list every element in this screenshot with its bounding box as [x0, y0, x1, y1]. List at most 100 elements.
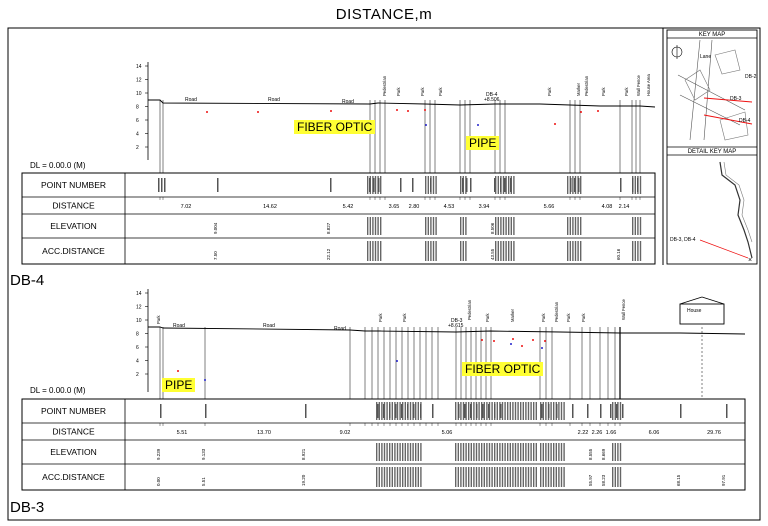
db4-table-frame	[21, 172, 656, 265]
db4-dense-value	[502, 176, 505, 194]
db4-dense-value	[510, 241, 512, 261]
db4-profile-label: Pedestrian	[382, 75, 387, 96]
db3-survey-point-blue	[396, 360, 398, 362]
db3-point-number	[401, 404, 403, 418]
db3-dense-value	[555, 443, 557, 461]
db3-point-number	[395, 404, 397, 418]
db4-dense-value	[639, 176, 642, 194]
db4-dense-value	[497, 217, 499, 235]
db3-dense-value	[465, 443, 467, 461]
db3-dense-value	[563, 467, 565, 487]
db3-dense-value	[563, 443, 565, 461]
db4-dense-value	[639, 241, 642, 261]
db4-fiber-optic-label: FIBER OPTIC	[294, 120, 376, 134]
db4-distance-value: 5.42	[343, 204, 354, 210]
db3-elevation-value: 8.555	[588, 448, 593, 460]
db3-point-number	[726, 404, 728, 418]
db4-dense-value	[500, 241, 502, 261]
db3-dense-value	[617, 467, 619, 487]
db3-point-number	[470, 404, 472, 418]
key-map-db2-label: DB-2	[745, 74, 757, 80]
db3-section-label: DB-3	[10, 499, 45, 516]
db4-point-number	[470, 178, 472, 192]
db3-profile-label: Park	[378, 312, 383, 322]
db4-dense-value	[574, 241, 577, 261]
db3-dense-value	[412, 467, 414, 487]
db3-dense-value	[520, 467, 522, 487]
db3-distance-value: 6.06	[649, 430, 660, 436]
db4-dense-value	[380, 217, 382, 235]
db3-dense-value	[391, 443, 393, 461]
db3-dense-value	[407, 443, 409, 461]
db3-dense-value	[381, 443, 383, 461]
db3-point-number	[500, 404, 502, 418]
db3-dense-value	[391, 467, 393, 487]
db3-dense-value	[378, 402, 380, 420]
db3-dense-value	[527, 467, 530, 487]
db3-point-number	[432, 404, 434, 418]
db4-dense-value	[374, 241, 377, 261]
db4-dense-value	[495, 241, 497, 261]
db4-pipe-label: PIPE	[466, 136, 500, 150]
db4-dense-value	[577, 241, 579, 261]
db3-point-number	[464, 404, 466, 418]
db3-point-number	[610, 404, 612, 418]
db3-dense-value	[486, 443, 488, 461]
db4-dense-value	[497, 176, 499, 194]
db4-point-number	[164, 178, 166, 192]
db3-dense-value	[488, 467, 491, 487]
db4-distance-value: 2.80	[409, 204, 420, 210]
db4-elevation-value: 9.004	[213, 222, 218, 234]
db3-dense-value	[499, 467, 501, 487]
db3-dense-value	[507, 467, 509, 487]
db4-point-number	[570, 178, 572, 192]
db3-distance-value: 5.06	[442, 430, 453, 436]
db4-dense-value	[460, 241, 462, 261]
db3-dense-value	[457, 443, 459, 461]
db3-dense-value	[514, 402, 517, 420]
db3-row-label: POINT NUMBER	[41, 406, 106, 416]
db3-dense-value	[525, 402, 527, 420]
db4-y-tick-label: 12	[136, 78, 142, 84]
db4-dense-value	[572, 241, 574, 261]
db3-dense-value	[394, 443, 396, 461]
db3-dense-value	[517, 467, 519, 487]
db3-dense-value	[555, 467, 557, 487]
db4-dense-value	[380, 241, 382, 261]
db3-point-number	[572, 404, 574, 418]
db3-survey-point-red	[544, 340, 546, 342]
db3-dense-value	[501, 402, 504, 420]
db4-dense-value	[634, 217, 636, 235]
db3-dense-value	[560, 467, 563, 487]
key-map-db3-line	[703, 97, 753, 103]
db4-point-number	[574, 178, 576, 192]
db4-elevation-value: 8.506	[490, 222, 495, 234]
db3-dense-value	[402, 402, 404, 420]
db3-profile-label: Pedestrian	[467, 299, 472, 320]
db3-dense-value	[563, 402, 565, 420]
db4-dense-value	[632, 241, 634, 261]
db4-acc-distance-value: 43.55	[490, 248, 495, 260]
db3-profile-label: Park	[581, 312, 586, 322]
db3-dense-value	[560, 443, 563, 461]
db4-dense-value	[572, 217, 574, 235]
db4-y-tick-label: 2	[136, 145, 139, 151]
db4-dense-value	[637, 241, 639, 261]
db3-dense-value	[547, 467, 550, 487]
db3-dense-value	[468, 402, 470, 420]
db3-dense-value	[415, 443, 417, 461]
db4-point-number	[466, 178, 468, 192]
db3-dense-value	[383, 467, 386, 487]
db3-dense-value	[404, 402, 406, 420]
db3-dense-value	[378, 443, 380, 461]
db3-dense-value	[545, 443, 547, 461]
db4-distance-value: 4.08	[602, 204, 613, 210]
db4-dense-value	[372, 176, 374, 194]
db3-elevation-value: 9.133	[201, 448, 206, 460]
db3-dense-value	[389, 467, 391, 487]
db3-distance-value: 13.70	[257, 430, 271, 436]
db4-dense-value	[372, 217, 374, 235]
db4-profile-label: Park	[601, 86, 606, 96]
db4-dense-value	[374, 217, 377, 235]
db4-distance-value: 5.66	[544, 204, 555, 210]
